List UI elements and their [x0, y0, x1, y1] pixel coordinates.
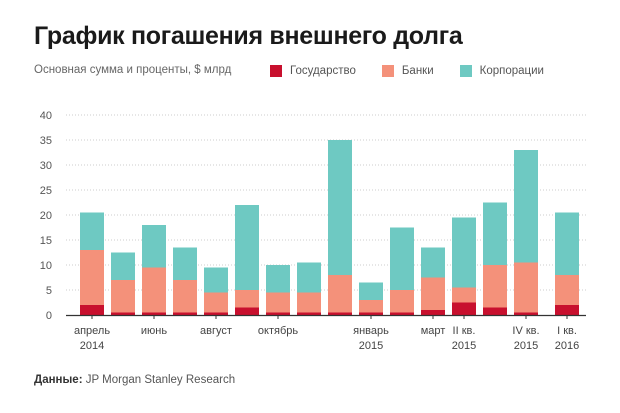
bar-segment-state [328, 312, 352, 315]
y-tick-label: 0 [46, 310, 52, 322]
x-tick-label: 2014 [80, 340, 104, 352]
x-tick-label: август [200, 325, 232, 337]
x-tick-label: II кв. [453, 325, 476, 337]
x-tick-label: март [421, 325, 446, 337]
bar-segment-banks [514, 262, 538, 313]
source-label: Данные: [34, 374, 83, 386]
x-tick-label: январь [353, 325, 389, 337]
y-tick-label: 35 [40, 135, 52, 147]
chart-title: График погашения внешнего долга [34, 22, 463, 50]
y-tick-label: 15 [40, 235, 52, 247]
y-tick-label: 5 [46, 285, 52, 297]
bar-segment-corporations [235, 205, 259, 290]
y-tick-label: 10 [40, 260, 52, 272]
bar-segment-corporations [80, 212, 104, 250]
legend: Государство Банки Корпорации [270, 65, 544, 77]
bar-segment-banks [173, 280, 197, 313]
bar-segment-corporations [142, 225, 166, 268]
x-tick-label: IV кв. [512, 325, 539, 337]
bar-segment-banks [80, 250, 104, 305]
bar-segment-banks [266, 292, 290, 313]
y-tick-label: 20 [40, 210, 52, 222]
bar-segment-banks [390, 290, 414, 313]
legend-swatch-banks [381, 65, 394, 77]
bar-segment-corporations [452, 217, 476, 288]
bar-segment-banks [297, 292, 321, 313]
bar-segment-state [297, 312, 321, 315]
bar-segment-corporations [204, 267, 228, 293]
bar-segment-state [514, 312, 538, 315]
x-tick-label: октябрь [258, 325, 298, 337]
bar-segment-state [111, 312, 135, 315]
bar-segment-state [452, 302, 476, 315]
bar-segment-state [80, 305, 104, 315]
bar-segment-banks [483, 265, 507, 308]
y-tick-label: 30 [40, 160, 52, 172]
legend-item-corporations: Корпорации [459, 65, 544, 77]
y-tick-label: 25 [40, 185, 52, 197]
x-tick-label: 2016 [555, 340, 579, 352]
bar-segment-state [142, 312, 166, 315]
bar-segment-state [204, 312, 228, 315]
x-tick-label: 2015 [514, 340, 538, 352]
bar-segment-corporations [297, 262, 321, 293]
bar-segment-state [421, 310, 445, 315]
bar-segment-banks [235, 290, 259, 308]
bar-segment-state [266, 312, 290, 315]
source-note: Данные: JP Morgan Stanley Research [34, 374, 235, 386]
x-tick-label: июнь [141, 325, 167, 337]
bar-segment-state [235, 307, 259, 315]
x-tick-label: 2015 [452, 340, 476, 352]
y-axis-caption: Основная сумма и проценты, $ млрд [34, 64, 232, 76]
bar-segment-corporations [328, 140, 352, 275]
bar-segment-corporations [555, 212, 579, 275]
bar-segment-corporations [483, 202, 507, 265]
bar-segment-state [483, 307, 507, 315]
legend-swatch-corporations [459, 65, 472, 77]
bar-segment-corporations [390, 227, 414, 290]
bar-segment-banks [421, 277, 445, 310]
x-tick-label: апрель [74, 325, 110, 337]
bar-segment-corporations [421, 247, 445, 278]
bar-segment-banks [359, 300, 383, 313]
bar-segment-banks [142, 267, 166, 313]
bar-segment-state [359, 312, 383, 315]
legend-label-corporations: Корпорации [479, 65, 544, 77]
bar-segment-banks [204, 292, 228, 313]
legend-swatch-state [270, 65, 282, 77]
bar-segment-state [173, 312, 197, 315]
legend-label-state: Государство [290, 65, 356, 77]
bar-segment-corporations [266, 265, 290, 293]
source-text: JP Morgan Stanley Research [85, 374, 236, 386]
bar-segment-state [555, 305, 579, 315]
bar-segment-corporations [359, 282, 383, 300]
bar-segment-corporations [111, 252, 135, 280]
bar-segment-banks [328, 275, 352, 313]
x-tick-label: 2015 [359, 340, 383, 352]
bar-segment-banks [555, 275, 579, 305]
y-tick-label: 40 [40, 110, 52, 122]
bar-segment-corporations [173, 247, 197, 280]
bar-segment-corporations [514, 150, 538, 263]
legend-item-state: Государство [270, 65, 356, 77]
legend-label-banks: Банки [401, 65, 434, 77]
bar-segment-state [390, 312, 414, 315]
x-tick-label: I кв. [557, 325, 577, 337]
bar-segment-banks [452, 287, 476, 303]
legend-item-banks: Банки [381, 65, 434, 77]
bar-segment-banks [111, 280, 135, 313]
